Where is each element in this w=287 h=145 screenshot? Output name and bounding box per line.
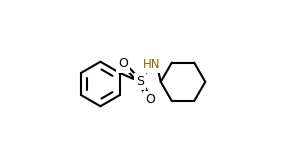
Text: S: S <box>136 75 144 88</box>
Text: O: O <box>119 57 128 70</box>
Text: HN: HN <box>143 58 160 71</box>
Text: O: O <box>145 93 155 106</box>
